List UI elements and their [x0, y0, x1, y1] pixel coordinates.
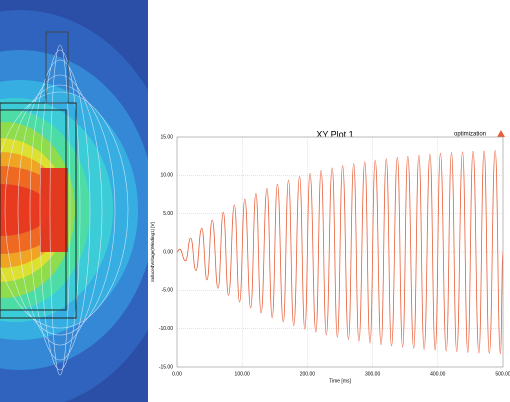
y-tick-label: -15.00	[159, 364, 173, 370]
x-tick-label: 100.00	[235, 371, 251, 377]
y-tick-label: 0.00	[163, 249, 173, 255]
x-axis-label: Time [ms]	[329, 378, 351, 384]
y-tick-label: 15.00	[160, 134, 173, 140]
x-tick-label: 500.00	[495, 371, 510, 377]
data-line	[176, 149, 504, 355]
x-tick-label: 0.00	[172, 371, 182, 377]
legend-icon	[497, 130, 505, 137]
field-plot	[0, 0, 148, 402]
y-axis-label: InducedVoltage(Winding1) [V]	[150, 222, 155, 282]
chart-title: XY Plot 1	[316, 129, 353, 139]
y-tick-label: 10.00	[160, 173, 173, 179]
y-tick-label: -10.00	[159, 326, 173, 332]
y-tick-label: 5.00	[163, 211, 173, 217]
x-tick-label: 300.00	[365, 371, 381, 377]
legend-label: optimization	[454, 132, 486, 138]
plot-area: -15.00 -10.00 -5.00 0.00 5.00 10.00 15.00 0.00 1…	[159, 134, 510, 377]
y-tick-label: -5.00	[162, 288, 174, 294]
x-tick-label: 400.00	[430, 371, 446, 377]
x-tick-label: 200.00	[300, 371, 316, 377]
